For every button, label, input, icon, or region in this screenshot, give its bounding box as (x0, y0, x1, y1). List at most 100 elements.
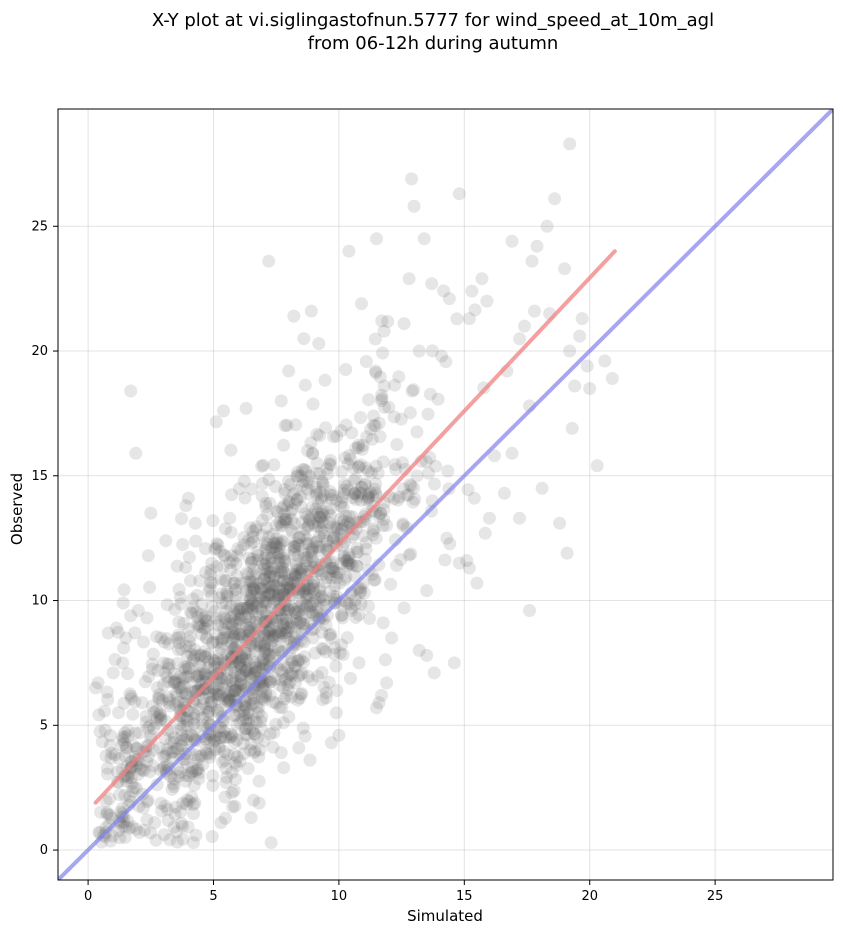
scatter-point (256, 653, 270, 667)
scatter-point (180, 718, 194, 732)
scatter-point (266, 540, 280, 554)
scatter-point (327, 521, 341, 535)
scatter-point (272, 582, 286, 596)
scatter-point (192, 772, 206, 786)
scatter-point (279, 612, 293, 626)
scatter-point (287, 603, 301, 617)
scatter-point (150, 630, 164, 644)
data-points (89, 137, 619, 850)
scatter-point (205, 556, 219, 570)
scatter-point (245, 697, 259, 711)
scatter-point (320, 534, 334, 548)
scatter-point (354, 458, 368, 472)
scatter-point (246, 579, 260, 593)
scatter-point (247, 746, 261, 759)
scatter-point (334, 495, 348, 509)
scatter-point (307, 575, 320, 589)
scatter-point (298, 463, 311, 476)
scatter-point (304, 304, 318, 318)
scatter-point (117, 696, 131, 710)
scatter-point (173, 717, 187, 731)
scatter-point (116, 819, 130, 833)
scatter-point (341, 483, 355, 497)
scatter-point (247, 563, 261, 576)
scatter-point (268, 578, 282, 592)
scatter-point (239, 646, 253, 660)
scatter-point (112, 752, 126, 766)
scatter-point (341, 515, 355, 529)
scatter-point (333, 596, 347, 610)
scatter-point (209, 729, 223, 743)
scatter-point (298, 507, 312, 521)
scatter-point (257, 657, 271, 671)
scatter-point (246, 597, 260, 611)
scatter-point (155, 804, 169, 818)
scatter-point (345, 426, 359, 440)
scatter-point (117, 736, 131, 750)
scatter-point (278, 419, 292, 433)
scatter-point (563, 344, 577, 358)
scatter-point (275, 700, 289, 714)
scatter-point (287, 541, 301, 555)
y-tick-label: 25 (31, 219, 48, 234)
scatter-point (352, 460, 366, 474)
scatter-point (297, 529, 311, 543)
scatter-point (247, 691, 261, 705)
regression-line (93, 249, 617, 805)
scatter-point (225, 488, 239, 502)
scatter-point (183, 629, 197, 643)
scatter-point (284, 690, 298, 704)
scatter-point (334, 499, 348, 513)
scatter-point (338, 518, 352, 532)
scatter-point (305, 543, 319, 557)
scatter-point (315, 515, 329, 529)
scatter-point (207, 682, 221, 696)
scatter-point (209, 541, 223, 555)
scatter-point (237, 474, 251, 488)
scatter-point (358, 478, 372, 492)
scatter-point (249, 664, 263, 678)
scatter-point (269, 696, 283, 710)
scatter-point (376, 346, 390, 360)
scatter-point (326, 564, 340, 578)
scatter-point (285, 616, 299, 630)
scatter-point (211, 703, 225, 717)
scatter-point (260, 556, 274, 570)
scatter-point (167, 675, 181, 689)
scatter-point (305, 500, 319, 514)
scatter-point (336, 490, 350, 504)
scatter-point (132, 826, 146, 839)
scatter-point (255, 489, 269, 503)
scatter-point (218, 811, 232, 825)
scatter-point (279, 689, 293, 703)
scatter-point (388, 458, 402, 472)
scatter-point (273, 630, 287, 644)
scatter-point (186, 592, 200, 606)
scatter-point (145, 657, 159, 671)
scatter-point (293, 562, 307, 576)
scatter-point (274, 564, 288, 578)
scatter-point (238, 728, 252, 741)
scatter-point (350, 545, 364, 559)
scatter-point (243, 743, 257, 757)
scatter-point (427, 666, 441, 680)
scatter-point (211, 692, 225, 706)
scatter-point (306, 397, 320, 411)
chart-subtitle: from 06-12h during autumn (308, 33, 559, 54)
scatter-point (130, 741, 144, 755)
scatter-point (188, 643, 202, 656)
scatter-point (278, 483, 292, 497)
scatter-point (410, 469, 424, 483)
scatter-point (263, 624, 277, 638)
scatter-point (332, 566, 346, 580)
scatter-point (138, 675, 152, 689)
scatter-point (232, 655, 246, 669)
scatter-point (266, 740, 280, 754)
scatter-point (304, 436, 318, 450)
scatter-point (255, 459, 269, 473)
scatter-point (263, 647, 277, 661)
scatter-point (301, 444, 315, 458)
scatter-point (127, 739, 140, 753)
scatter-point (248, 581, 262, 595)
scatter-point (367, 522, 381, 536)
